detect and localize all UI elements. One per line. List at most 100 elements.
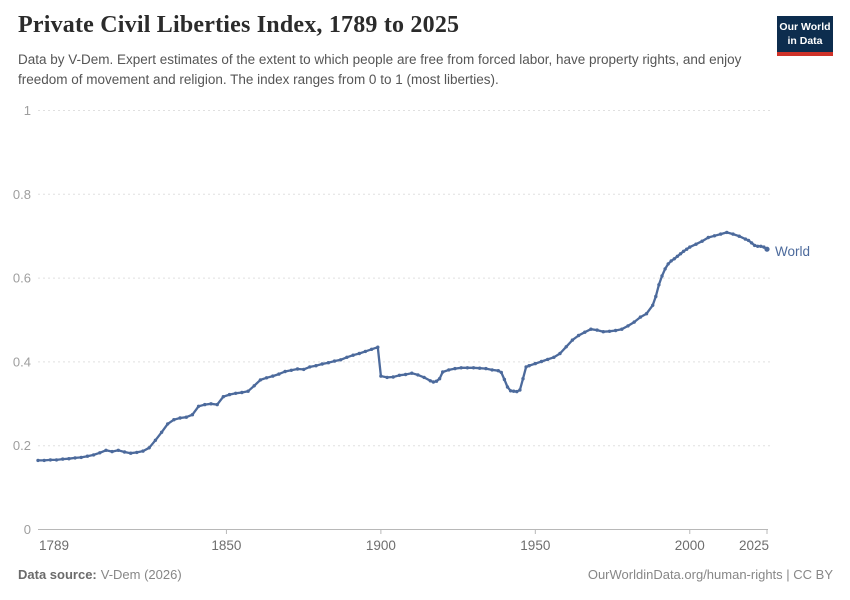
data-point-marker bbox=[190, 413, 195, 417]
data-point-marker bbox=[552, 355, 556, 359]
data-point-marker bbox=[416, 373, 420, 377]
x-axis-labels: 1789 1850 1900 1950 2000 2025 bbox=[39, 538, 769, 553]
data-point-marker bbox=[295, 367, 300, 371]
data-point-marker bbox=[719, 232, 723, 236]
data-point-marker bbox=[36, 458, 40, 463]
data-point-marker bbox=[320, 362, 324, 366]
data-point-marker bbox=[73, 456, 77, 460]
data-point-marker bbox=[484, 366, 488, 371]
data-point-marker bbox=[743, 237, 748, 241]
data-source-value: V-Dem (2026) bbox=[100, 567, 182, 582]
data-point-marker bbox=[240, 390, 244, 395]
data-point-marker bbox=[135, 450, 139, 455]
data-point-marker bbox=[685, 247, 689, 251]
world-line-path[interactable] bbox=[36, 231, 769, 462]
data-point-marker bbox=[369, 347, 374, 351]
y-tick-label: 0.4 bbox=[13, 354, 31, 369]
data-point-marker bbox=[737, 234, 741, 238]
data-point-marker bbox=[85, 454, 90, 458]
data-point-marker bbox=[234, 391, 238, 395]
data-point-marker bbox=[48, 458, 53, 462]
data-source-label: Data source: bbox=[18, 567, 97, 582]
data-point-marker bbox=[441, 370, 445, 374]
data-point-marker bbox=[712, 234, 717, 238]
data-point-marker bbox=[669, 259, 673, 263]
page-title: Private Civil Liberties Index, 1789 to 2… bbox=[18, 12, 460, 38]
series-end-dot bbox=[764, 246, 770, 252]
data-point-marker bbox=[546, 357, 550, 362]
data-point-marker bbox=[746, 238, 751, 243]
data-point-marker bbox=[61, 457, 65, 461]
data-point-marker bbox=[110, 449, 114, 454]
data-point-marker bbox=[678, 252, 683, 256]
data-point-marker bbox=[345, 355, 349, 359]
owid-logo[interactable]: Our World in Data bbox=[777, 16, 833, 57]
data-point-marker bbox=[521, 377, 525, 381]
world-line-series[interactable] bbox=[36, 230, 770, 463]
data-point-marker bbox=[654, 294, 658, 299]
data-point-marker bbox=[527, 364, 531, 368]
data-point-marker bbox=[700, 239, 704, 243]
data-point-marker bbox=[221, 395, 225, 399]
data-point-marker bbox=[258, 378, 263, 382]
y-tick-label: 0 bbox=[24, 522, 31, 537]
data-point-marker bbox=[67, 457, 71, 461]
data-point-marker bbox=[326, 361, 331, 365]
data-point-marker bbox=[141, 449, 145, 453]
data-point-marker bbox=[91, 453, 96, 457]
data-point-marker bbox=[706, 235, 710, 240]
data-point-marker bbox=[227, 392, 232, 397]
y-tick-label: 0.8 bbox=[13, 187, 31, 202]
data-point-marker bbox=[518, 388, 522, 392]
data-point-marker bbox=[422, 375, 426, 380]
data-point-marker bbox=[98, 451, 102, 455]
data-point-marker bbox=[749, 241, 754, 245]
data-point-marker bbox=[391, 375, 395, 379]
data-point-marker bbox=[502, 377, 507, 382]
footer-link[interactable]: OurWorldinData.org/human-rights | CC BY bbox=[587, 567, 833, 582]
data-point-marker bbox=[271, 374, 275, 378]
data-point-marker bbox=[595, 328, 599, 332]
data-point-marker bbox=[752, 243, 757, 248]
data-point-marker bbox=[564, 345, 568, 349]
data-point-marker bbox=[756, 244, 760, 248]
owid-logo-line2: in Data bbox=[787, 34, 823, 47]
x-tick-label: 1900 bbox=[366, 538, 396, 553]
data-point-marker bbox=[203, 402, 207, 407]
data-point-marker bbox=[626, 324, 630, 328]
data-point-marker bbox=[363, 349, 368, 354]
data-point-marker bbox=[533, 361, 537, 366]
data-point-marker bbox=[147, 446, 151, 450]
data-point-marker bbox=[570, 338, 575, 342]
data-point-marker bbox=[54, 458, 59, 462]
data-point-marker bbox=[252, 384, 256, 388]
data-point-marker bbox=[410, 371, 414, 375]
data-point-marker bbox=[505, 385, 510, 389]
data-point-marker bbox=[332, 359, 337, 363]
data-point-marker bbox=[379, 374, 383, 378]
y-tick-label: 0.6 bbox=[13, 271, 31, 286]
data-point-marker bbox=[666, 262, 670, 266]
data-point-marker bbox=[215, 402, 219, 407]
data-point-marker bbox=[759, 244, 763, 248]
data-point-marker bbox=[620, 327, 624, 331]
data-point-marker bbox=[725, 230, 729, 235]
data-point-marker bbox=[431, 380, 436, 384]
data-point-marker bbox=[471, 366, 476, 370]
data-point-marker bbox=[694, 242, 698, 246]
data-point-marker bbox=[496, 369, 500, 373]
data-point-marker bbox=[731, 232, 735, 236]
data-point-marker bbox=[601, 330, 605, 334]
data-point-marker bbox=[644, 312, 649, 316]
x-tick-label: 1950 bbox=[520, 538, 550, 553]
data-point-marker bbox=[209, 402, 213, 406]
data-point-marker bbox=[499, 370, 503, 375]
data-point-marker bbox=[153, 438, 158, 442]
series-label-world[interactable]: World bbox=[775, 244, 811, 259]
data-point-marker bbox=[397, 373, 402, 377]
data-point-marker bbox=[490, 368, 494, 372]
data-point-marker bbox=[512, 389, 516, 393]
x-tick-label: 1850 bbox=[211, 538, 241, 553]
